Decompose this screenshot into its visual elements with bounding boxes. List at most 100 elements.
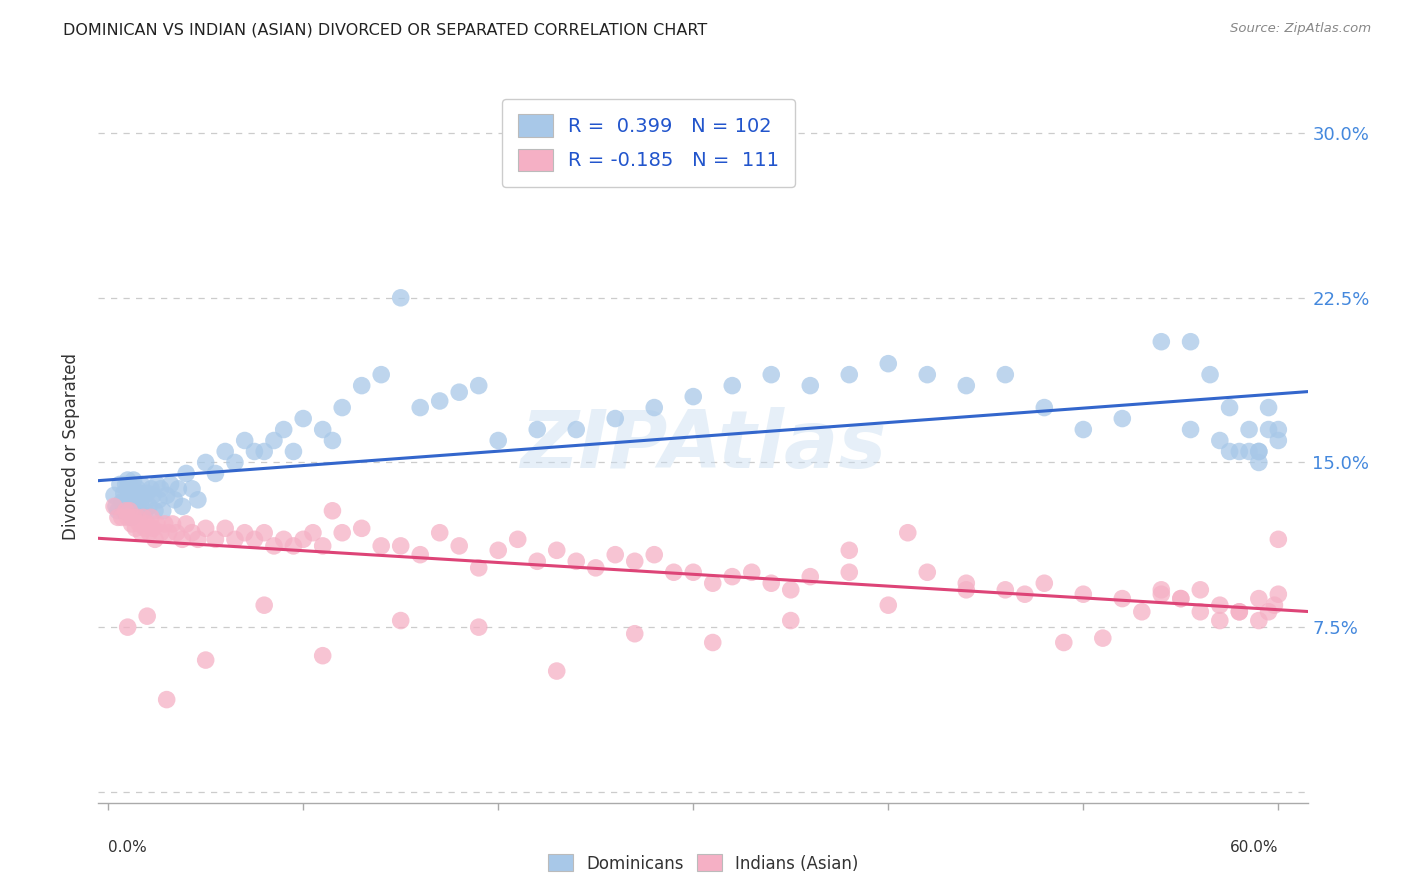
Point	[107, 504, 129, 518]
Point	[1247, 591, 1270, 606]
Point	[917, 368, 939, 382]
Point	[546, 664, 568, 678]
Point	[350, 378, 373, 392]
Point	[1247, 444, 1270, 458]
Point	[370, 539, 392, 553]
Point	[243, 533, 266, 547]
Point	[1267, 434, 1289, 448]
Point	[565, 554, 588, 568]
Point	[312, 539, 335, 553]
Point	[486, 434, 509, 448]
Point	[799, 378, 821, 392]
Point	[643, 401, 665, 415]
Point	[122, 500, 145, 514]
Point	[118, 504, 141, 518]
Point	[131, 477, 153, 491]
Point	[302, 525, 325, 540]
Point	[1209, 434, 1232, 448]
Point	[312, 648, 335, 663]
Point	[526, 554, 548, 568]
Point	[1170, 591, 1192, 606]
Point	[156, 692, 179, 706]
Point	[149, 482, 172, 496]
Point	[389, 614, 412, 628]
Point	[1071, 587, 1094, 601]
Point	[142, 521, 165, 535]
Point	[174, 516, 197, 531]
Text: ZIPAtlas: ZIPAtlas	[520, 407, 886, 485]
Point	[409, 548, 432, 562]
Point	[1267, 423, 1289, 437]
Point	[330, 401, 353, 415]
Point	[838, 543, 860, 558]
Point	[117, 473, 139, 487]
Point	[156, 488, 179, 502]
Point	[114, 495, 136, 509]
Point	[321, 504, 343, 518]
Point	[253, 525, 276, 540]
Point	[162, 516, 184, 531]
Point	[1237, 423, 1260, 437]
Point	[1033, 576, 1056, 591]
Point	[128, 516, 150, 531]
Point	[1091, 631, 1114, 645]
Point	[194, 653, 217, 667]
Point	[312, 423, 335, 437]
Point	[877, 357, 900, 371]
Point	[243, 444, 266, 458]
Point	[127, 500, 149, 514]
Point	[1150, 334, 1173, 349]
Point	[136, 486, 159, 500]
Point	[389, 539, 412, 553]
Point	[118, 504, 141, 518]
Point	[112, 504, 135, 518]
Point	[118, 488, 141, 502]
Point	[159, 477, 181, 491]
Point	[114, 504, 136, 518]
Point	[157, 525, 180, 540]
Point	[136, 609, 159, 624]
Point	[103, 500, 125, 514]
Point	[117, 482, 139, 496]
Point	[165, 525, 187, 540]
Legend: Dominicans, Indians (Asian): Dominicans, Indians (Asian)	[541, 847, 865, 880]
Point	[127, 510, 149, 524]
Point	[1014, 587, 1036, 601]
Point	[702, 576, 724, 591]
Point	[263, 434, 285, 448]
Point	[1257, 401, 1279, 415]
Point	[506, 533, 529, 547]
Point	[107, 510, 129, 524]
Point	[103, 488, 125, 502]
Text: 0.0%: 0.0%	[108, 840, 146, 855]
Point	[1247, 444, 1270, 458]
Point	[877, 598, 900, 612]
Point	[429, 525, 451, 540]
Point	[138, 525, 160, 540]
Point	[1071, 423, 1094, 437]
Point	[149, 525, 172, 540]
Point	[112, 486, 135, 500]
Point	[253, 598, 276, 612]
Point	[138, 500, 160, 514]
Point	[146, 516, 169, 531]
Point	[224, 533, 246, 547]
Point	[117, 620, 139, 634]
Point	[1199, 368, 1222, 382]
Point	[838, 566, 860, 580]
Point	[131, 525, 153, 540]
Point	[467, 378, 489, 392]
Point	[132, 510, 155, 524]
Point	[1209, 614, 1232, 628]
Point	[1170, 591, 1192, 606]
Point	[526, 423, 548, 437]
Point	[721, 378, 744, 392]
Point	[1227, 605, 1250, 619]
Point	[124, 504, 146, 518]
Point	[128, 486, 150, 500]
Point	[623, 554, 645, 568]
Point	[761, 368, 783, 382]
Point	[172, 533, 194, 547]
Point	[429, 394, 451, 409]
Point	[214, 521, 236, 535]
